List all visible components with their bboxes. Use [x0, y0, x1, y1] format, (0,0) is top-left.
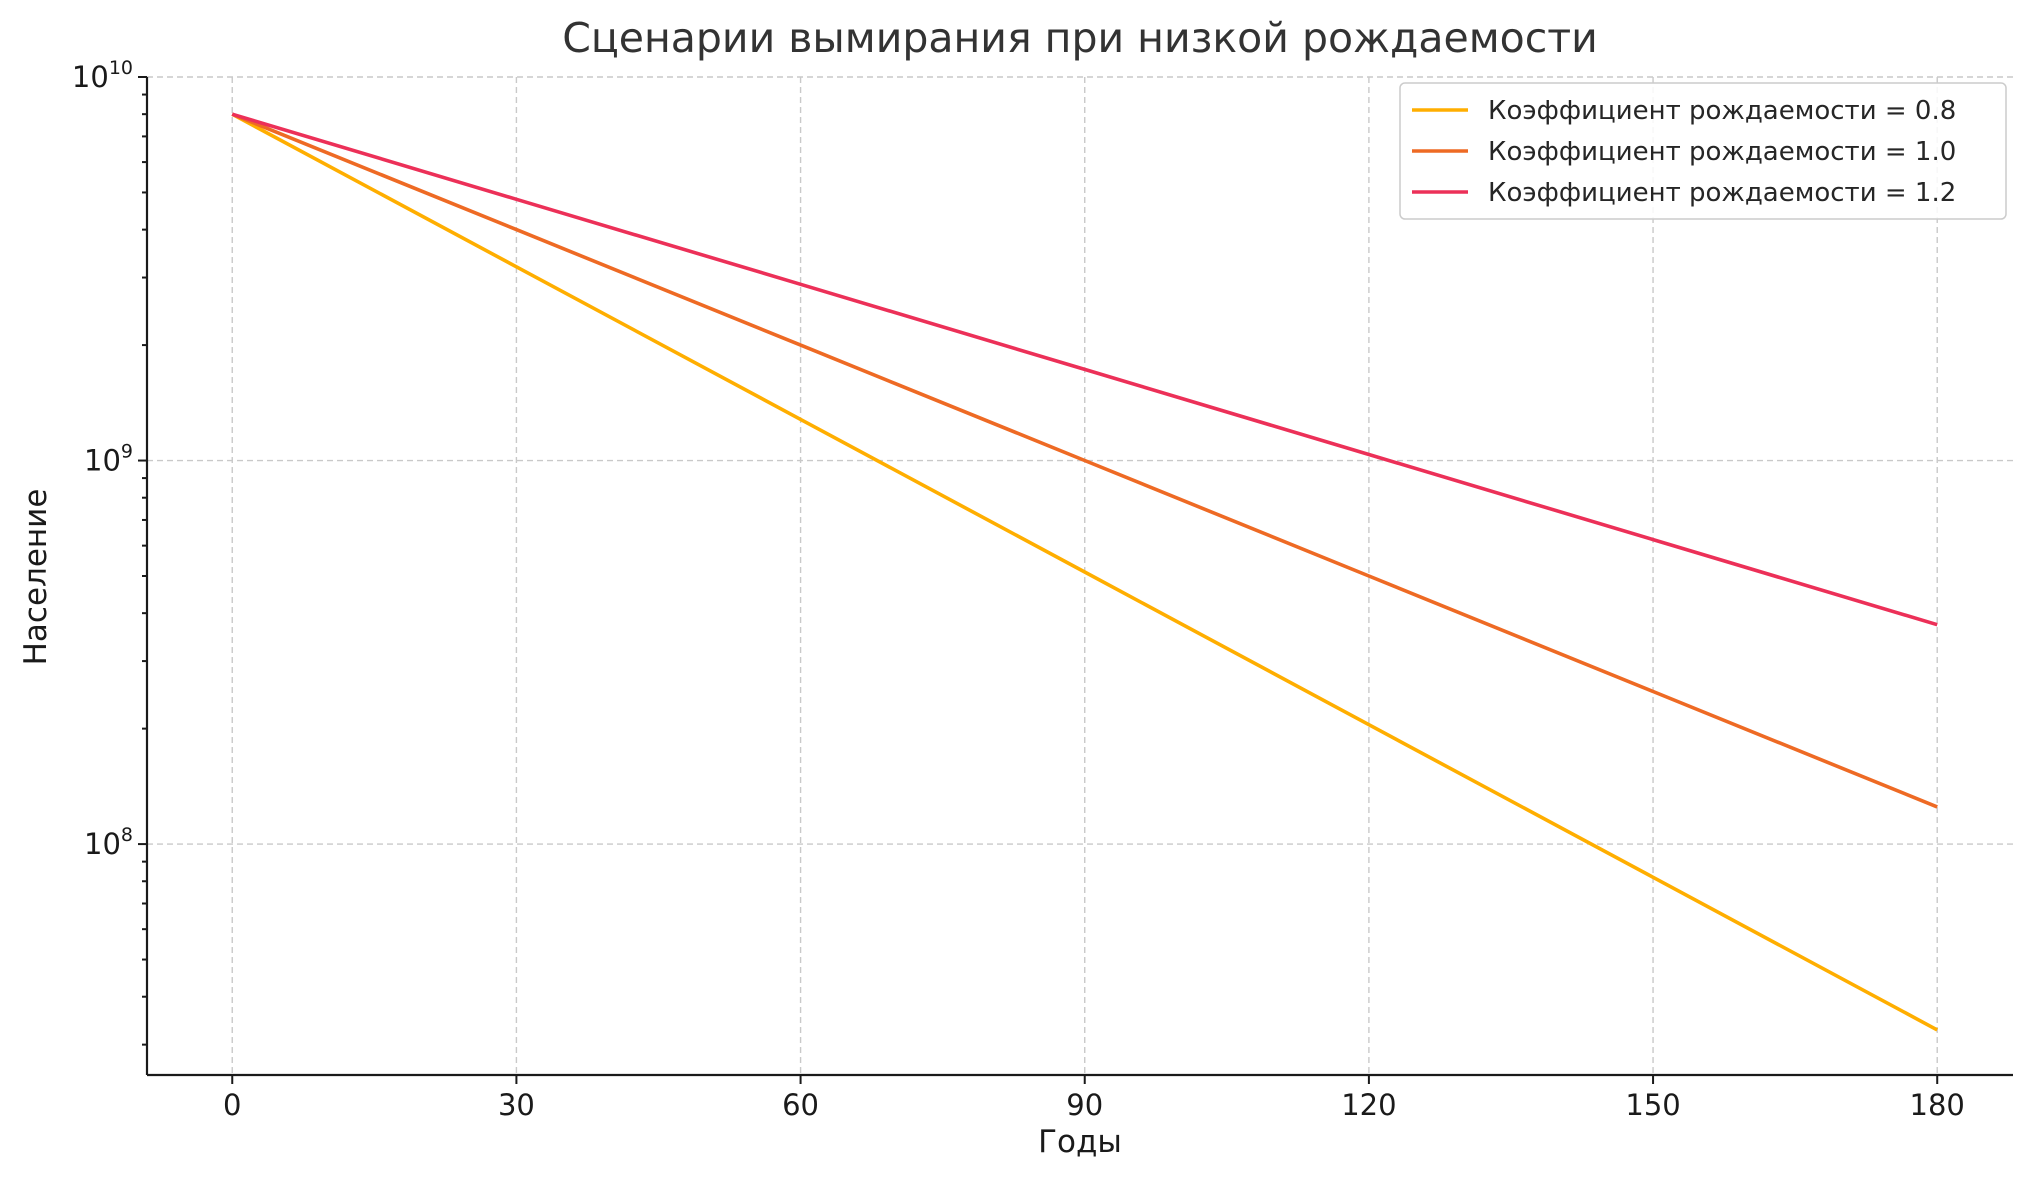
y-tick-exponent: 10: [109, 57, 133, 79]
x-tick-label: 30: [498, 1088, 535, 1122]
legend-label: Коэффициент рождаемости = 0.8: [1488, 96, 1956, 126]
y-tick-label: 108: [84, 824, 133, 861]
legend-label: Коэффициент рождаемости = 1.0: [1488, 137, 1956, 167]
x-axis-title: Годы: [1038, 1124, 1122, 1160]
x-tick-label: 180: [1910, 1088, 1965, 1122]
x-tick-label: 90: [1066, 1088, 1103, 1122]
y-tick-label: 109: [84, 441, 133, 478]
legend-box: [1399, 82, 2007, 220]
x-tick-label: 150: [1625, 1088, 1680, 1122]
series-line: [231, 112, 1939, 1032]
y-tick-label: 1010: [72, 57, 133, 94]
series-line: [231, 112, 1938, 627]
y-tick-exponent: 9: [121, 441, 133, 463]
x-tick-label: 60: [782, 1088, 819, 1122]
x-tick-label: 0: [223, 1088, 241, 1122]
grid: [147, 76, 2013, 1075]
chart-title: Сценарии вымирания при низкой рождаемост…: [562, 14, 1598, 62]
x-tick-label: 120: [1341, 1088, 1396, 1122]
series-layer: [231, 112, 1939, 1032]
y-tick-base: 10: [84, 827, 121, 861]
legend: Коэффициент рождаемости = 0.8 Коэффициент…: [1399, 82, 2007, 220]
y-tick-base: 10: [72, 60, 109, 94]
y-tick-base: 10: [84, 444, 121, 478]
y-axis-title: Население: [18, 489, 54, 666]
legend-label: Коэффициент рождаемости = 1.2: [1488, 178, 1956, 208]
series-line: [231, 112, 1938, 809]
y-tick-exponent: 8: [121, 824, 133, 846]
